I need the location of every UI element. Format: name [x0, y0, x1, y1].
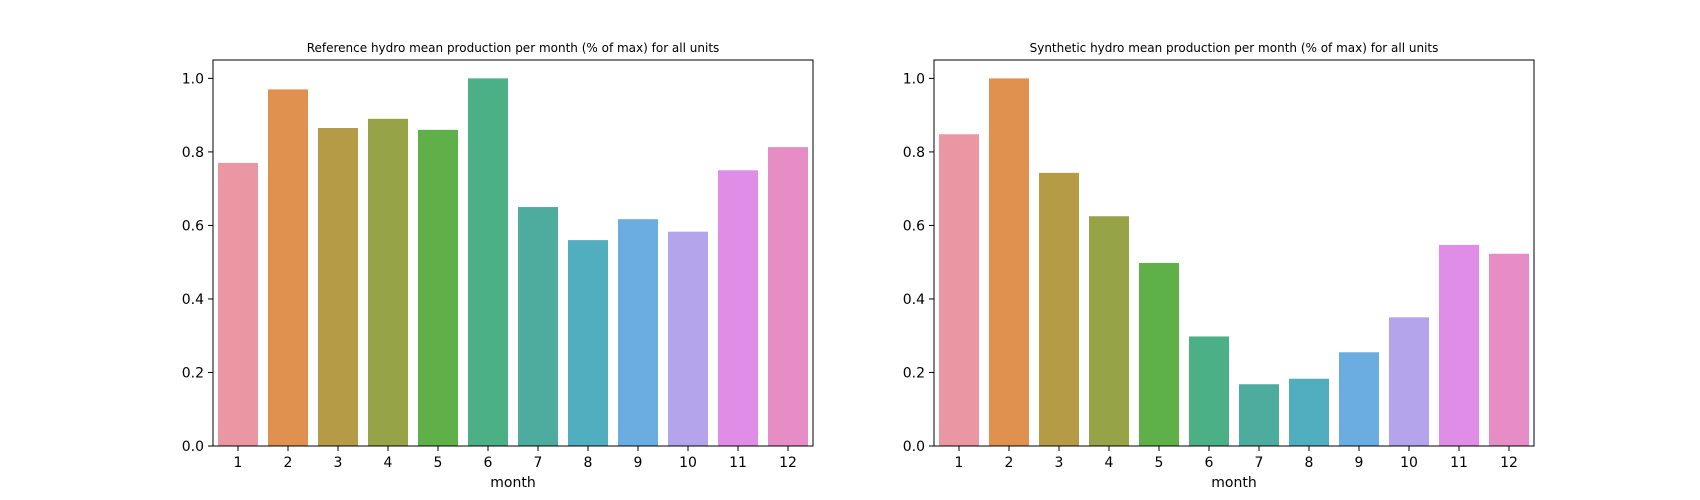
x-axis: 1 2 3 4 5 6 7 8 9 10 11 12 — [955, 446, 1518, 471]
bar-month-12 — [768, 147, 808, 446]
x-tick-label: 6 — [1205, 455, 1214, 471]
y-tick-label: 1.0 — [903, 71, 925, 87]
chart-title: Reference hydro mean production per mont… — [307, 41, 720, 55]
bar-month-8 — [568, 240, 608, 446]
x-tick-label: 1 — [955, 455, 964, 471]
x-tick-label: 12 — [779, 455, 797, 471]
x-tick-label: 11 — [729, 455, 747, 471]
x-axis-label: month — [1211, 475, 1256, 491]
y-tick-label: 0.6 — [182, 218, 204, 234]
bar-month-8 — [1289, 378, 1329, 446]
bar-month-2 — [989, 78, 1029, 446]
bar-month-7 — [518, 207, 558, 446]
y-tick-label: 1.0 — [182, 71, 204, 87]
chart-reference: Reference hydro mean production per mont… — [182, 41, 814, 491]
x-tick-label: 9 — [1355, 455, 1364, 471]
bar-month-9 — [618, 219, 658, 446]
bar-month-10 — [1389, 317, 1429, 446]
bar-month-5 — [1139, 262, 1179, 446]
bar-month-11 — [718, 170, 758, 447]
bar-month-12 — [1489, 253, 1529, 446]
y-tick-label: 0.2 — [182, 365, 204, 381]
x-tick-label: 3 — [1055, 455, 1064, 471]
y-tick-label: 0.4 — [903, 292, 925, 308]
y-tick-label: 0.4 — [182, 292, 204, 308]
y-axis: 0.0 0.2 0.4 0.6 0.8 1.0 — [903, 71, 934, 455]
x-tick-label: 8 — [584, 455, 593, 471]
bar-month-6 — [468, 78, 508, 446]
plot-frame — [212, 59, 814, 447]
x-tick-label: 6 — [484, 455, 493, 471]
x-axis-label: month — [490, 475, 535, 491]
y-tick-label: 0.6 — [903, 218, 925, 234]
x-tick-label: 11 — [1450, 455, 1468, 471]
x-tick-label: 5 — [1155, 455, 1164, 471]
chart-synthetic: Synthetic hydro mean production per mont… — [903, 41, 1535, 491]
bar-month-5 — [418, 129, 458, 446]
bar-month-3 — [318, 128, 358, 446]
chart-title: Synthetic hydro mean production per mont… — [1030, 41, 1439, 55]
bar-group — [939, 78, 1529, 447]
bar-month-2 — [268, 89, 308, 446]
bar-month-7 — [1239, 384, 1279, 446]
x-tick-label: 2 — [284, 455, 293, 471]
bar-month-3 — [1039, 172, 1079, 447]
x-tick-label: 4 — [384, 455, 393, 471]
bar-month-11 — [1439, 244, 1479, 446]
bar-month-4 — [368, 118, 408, 446]
x-tick-label: 4 — [1105, 455, 1114, 471]
plot-frame — [933, 59, 1535, 447]
x-tick-label: 7 — [534, 455, 543, 471]
y-tick-label: 0.8 — [182, 145, 204, 161]
x-tick-label: 10 — [679, 455, 697, 471]
x-tick-label: 8 — [1305, 455, 1314, 471]
x-tick-label: 12 — [1500, 455, 1518, 471]
y-axis: 0.0 0.2 0.4 0.6 0.8 1.0 — [182, 71, 213, 455]
x-tick-label: 9 — [634, 455, 643, 471]
y-tick-label: 0.0 — [903, 439, 925, 455]
bar-month-1 — [218, 162, 258, 446]
x-tick-label: 10 — [1400, 455, 1418, 471]
x-tick-label: 1 — [234, 455, 243, 471]
y-tick-label: 0.0 — [182, 439, 204, 455]
x-tick-label: 2 — [1005, 455, 1014, 471]
bar-month-4 — [1089, 216, 1129, 446]
bar-month-6 — [1189, 336, 1229, 446]
bar-month-10 — [668, 231, 708, 446]
bar-month-9 — [1339, 352, 1379, 446]
x-axis: 1 2 3 4 5 6 7 8 9 10 11 12 — [234, 446, 797, 471]
y-tick-label: 0.8 — [903, 145, 925, 161]
y-tick-label: 0.2 — [903, 365, 925, 381]
x-tick-label: 7 — [1255, 455, 1264, 471]
x-tick-label: 5 — [434, 455, 443, 471]
bar-month-1 — [939, 134, 979, 446]
bar-group — [218, 78, 808, 447]
x-tick-label: 3 — [334, 455, 343, 471]
